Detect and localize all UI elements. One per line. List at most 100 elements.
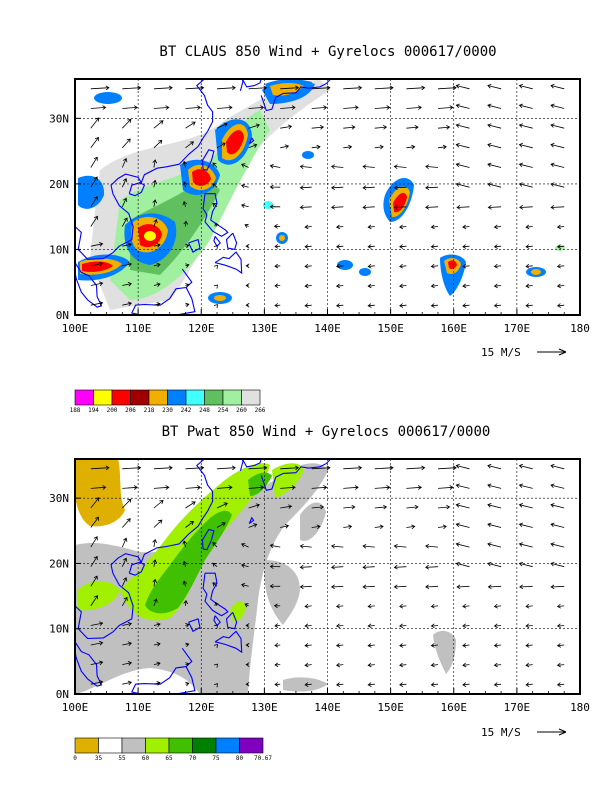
coastline-segment bbox=[75, 605, 103, 687]
panel1-vector-reference: 15 M/S bbox=[481, 346, 521, 359]
wind-vector bbox=[122, 281, 132, 287]
colorbar-label: 260 bbox=[236, 407, 247, 414]
wind-vector bbox=[153, 262, 161, 268]
wind-vector bbox=[487, 503, 502, 509]
y-tick-label: 20N bbox=[49, 557, 69, 570]
wind-vector bbox=[121, 197, 128, 207]
wind-vector bbox=[122, 518, 131, 528]
wind-vector bbox=[462, 662, 470, 668]
wind-vector bbox=[343, 465, 363, 471]
wind-vector bbox=[213, 284, 218, 289]
panel1-axis-ticks: 100E 110E 120E 130E 140E 150E 160E 170E 180 0N 10N… bbox=[49, 112, 590, 335]
wind-vector bbox=[216, 522, 226, 528]
wind-vector bbox=[213, 643, 218, 649]
wind-vector bbox=[462, 623, 470, 629]
coastline-segment bbox=[225, 612, 238, 630]
wind-vector bbox=[374, 524, 384, 530]
wind-vector bbox=[525, 682, 533, 687]
coastline-segment bbox=[188, 238, 201, 253]
wind-vector bbox=[550, 204, 565, 210]
wind-vector bbox=[455, 142, 470, 149]
colorbar-swatch bbox=[204, 389, 224, 406]
wind-vector bbox=[437, 485, 454, 490]
colorbar-label: 70.67 bbox=[254, 755, 272, 762]
wind-vector bbox=[212, 562, 218, 568]
wind-vector bbox=[304, 623, 312, 629]
wind-vector bbox=[425, 584, 439, 590]
wind-vector bbox=[493, 244, 502, 249]
wind-vector bbox=[367, 603, 375, 609]
wind-vector bbox=[299, 164, 312, 170]
wind-vector bbox=[269, 543, 281, 549]
wind-vector bbox=[90, 117, 100, 129]
wind-vector bbox=[153, 302, 161, 307]
wind-vector bbox=[525, 603, 533, 609]
wind-vector bbox=[437, 465, 457, 471]
wind-vector bbox=[153, 105, 170, 110]
wind-vector bbox=[121, 557, 128, 567]
panel1-title: BT CLAUS 850 Wind + Gyrelocs 000617/0000 bbox=[159, 44, 496, 60]
wind-vector bbox=[550, 182, 565, 188]
wind-vector bbox=[185, 283, 190, 288]
wind-vector bbox=[487, 522, 502, 528]
wind-vector bbox=[393, 584, 407, 590]
wind-vector bbox=[406, 485, 423, 490]
wind-vector bbox=[122, 242, 133, 248]
wind-vector bbox=[90, 176, 98, 188]
pwat-humid bbox=[264, 560, 300, 625]
wind-vector bbox=[487, 584, 502, 590]
wind-vector bbox=[518, 463, 533, 470]
wind-vector bbox=[437, 105, 454, 110]
wind-vector bbox=[153, 661, 161, 667]
colorbar-swatch bbox=[93, 389, 113, 406]
wind-vector bbox=[525, 643, 533, 648]
colorbar-label: 206 bbox=[125, 407, 136, 414]
wind-vector bbox=[519, 584, 533, 590]
wind-vector bbox=[437, 144, 447, 150]
panel1-gridlines bbox=[75, 79, 580, 315]
wind-vector bbox=[185, 263, 190, 268]
panel1-reference-arrowhead bbox=[558, 348, 567, 356]
wind-vector bbox=[90, 136, 99, 149]
wind-vector bbox=[216, 142, 226, 149]
panel1-wind-vectors bbox=[90, 83, 565, 309]
wind-vector bbox=[311, 465, 331, 471]
wind-vector bbox=[518, 483, 533, 489]
wind-vector bbox=[456, 584, 470, 590]
wind-vector bbox=[462, 682, 470, 687]
wind-vector bbox=[248, 485, 265, 490]
wind-vector bbox=[90, 640, 104, 646]
colorbar-label: 35 bbox=[95, 755, 103, 762]
wind-vector bbox=[550, 123, 565, 129]
wind-vector bbox=[269, 583, 281, 589]
wind-vector bbox=[182, 560, 188, 567]
wind-vector bbox=[462, 603, 470, 609]
wind-vector bbox=[90, 536, 98, 548]
wind-vector bbox=[311, 144, 321, 150]
coastline-segment bbox=[248, 136, 255, 145]
wind-vector bbox=[430, 283, 439, 289]
wind-vector bbox=[362, 185, 375, 191]
coastline-segment bbox=[75, 79, 214, 260]
wind-vector bbox=[269, 184, 281, 190]
wind-vector bbox=[304, 682, 312, 687]
wind-vector bbox=[280, 524, 290, 529]
panel2-moisture-field bbox=[75, 459, 456, 694]
wind-vector bbox=[274, 263, 281, 269]
wind-vector bbox=[280, 85, 300, 91]
wind-vector bbox=[437, 524, 447, 530]
wind-vector bbox=[182, 580, 188, 587]
wind-vector bbox=[550, 503, 565, 509]
wind-vector bbox=[393, 543, 407, 549]
wind-vector bbox=[122, 262, 133, 267]
wind-vector bbox=[335, 303, 344, 308]
wind-vector bbox=[304, 603, 312, 609]
x-tick-label: 110E bbox=[125, 322, 152, 335]
panel2-gridlines bbox=[75, 459, 580, 694]
wind-vector bbox=[399, 283, 407, 289]
wind-vector bbox=[304, 643, 312, 648]
wind-vector bbox=[214, 222, 219, 227]
wind-vector bbox=[393, 164, 407, 170]
wind-vector bbox=[518, 522, 533, 528]
wind-vector bbox=[153, 519, 163, 528]
